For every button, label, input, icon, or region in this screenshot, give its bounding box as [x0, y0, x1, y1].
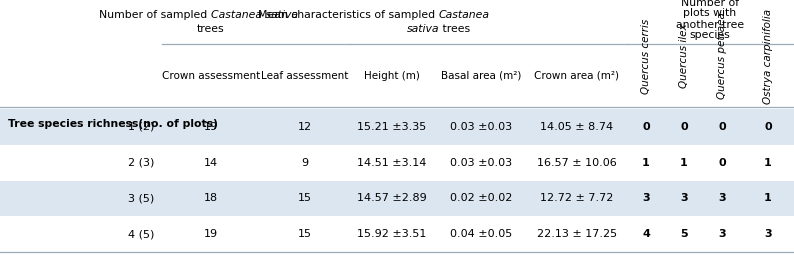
Text: 4: 4: [642, 229, 650, 239]
Text: 3 (5): 3 (5): [128, 193, 154, 203]
Text: Quercus cerris: Quercus cerris: [641, 18, 651, 94]
Text: 15.21 ±3.35: 15.21 ±3.35: [357, 122, 426, 132]
Bar: [0, 109, 794, 145]
Text: 0: 0: [719, 122, 726, 132]
Text: 14: 14: [204, 158, 218, 168]
Text: Height (m): Height (m): [364, 71, 420, 81]
Text: Quercus petraea: Quercus petraea: [717, 13, 727, 100]
Text: 12.72 ± 7.72: 12.72 ± 7.72: [540, 193, 614, 203]
Text: 2 (3): 2 (3): [128, 158, 154, 168]
Text: Ostrya carpinifolia: Ostrya carpinifolia: [763, 8, 773, 103]
Text: 1: 1: [680, 158, 688, 168]
Bar: [0, 145, 794, 181]
Text: 1 (2): 1 (2): [128, 122, 154, 132]
Text: trees: trees: [197, 24, 225, 34]
Text: Basal area (m²): Basal area (m²): [441, 71, 521, 81]
Text: 15.92 ±3.51: 15.92 ±3.51: [357, 229, 426, 239]
Text: 0: 0: [642, 122, 649, 132]
Text: trees: trees: [439, 24, 470, 34]
Text: another tree: another tree: [676, 19, 744, 30]
Text: 18: 18: [204, 193, 218, 203]
Text: Number of sampled: Number of sampled: [99, 10, 211, 20]
Text: 3: 3: [642, 193, 649, 203]
Text: Castanea sativa: Castanea sativa: [211, 10, 298, 20]
Bar: [0, 181, 794, 216]
Text: 5: 5: [680, 229, 688, 239]
Text: Mean characteristics of sampled: Mean characteristics of sampled: [258, 10, 439, 20]
Text: 3: 3: [680, 193, 688, 203]
Text: 0.02 ±0.02: 0.02 ±0.02: [450, 193, 512, 203]
Text: 14.05 ± 8.74: 14.05 ± 8.74: [541, 122, 614, 132]
Text: 4 (5): 4 (5): [128, 229, 154, 239]
Text: 1: 1: [642, 158, 649, 168]
Text: 14.57 ±2.89: 14.57 ±2.89: [357, 193, 427, 203]
Text: Crown area (m²): Crown area (m²): [534, 71, 619, 81]
Text: Quercus ilex: Quercus ilex: [679, 24, 689, 88]
Text: 0: 0: [764, 122, 772, 132]
Text: 15: 15: [298, 193, 312, 203]
Text: 0: 0: [680, 122, 688, 132]
Text: 3: 3: [719, 193, 726, 203]
Text: 12: 12: [298, 122, 312, 132]
Text: 3: 3: [764, 229, 772, 239]
Text: Number of: Number of: [681, 0, 739, 8]
Text: 14.51 ±3.14: 14.51 ±3.14: [357, 158, 426, 168]
Text: 0: 0: [719, 158, 726, 168]
Text: 9: 9: [302, 158, 309, 168]
Text: 3: 3: [719, 229, 726, 239]
Text: species: species: [690, 30, 730, 41]
Text: 15: 15: [298, 229, 312, 239]
Text: 0.04 ±0.05: 0.04 ±0.05: [450, 229, 512, 239]
Text: Crown assessment: Crown assessment: [162, 71, 260, 81]
Text: 1: 1: [764, 193, 772, 203]
Text: plots with: plots with: [684, 8, 737, 19]
Text: Tree species richness(no. of plots): Tree species richness(no. of plots): [8, 119, 218, 129]
Text: 16.57 ± 10.06: 16.57 ± 10.06: [537, 158, 617, 168]
Text: 0.03 ±0.03: 0.03 ±0.03: [450, 158, 512, 168]
Text: 19: 19: [204, 229, 218, 239]
Bar: [0, 216, 794, 252]
Text: Castanea: Castanea: [439, 10, 490, 20]
Text: 19: 19: [204, 122, 218, 132]
Text: sativa: sativa: [407, 24, 439, 34]
Text: 22.13 ± 17.25: 22.13 ± 17.25: [537, 229, 617, 239]
Text: 1: 1: [764, 158, 772, 168]
Text: Leaf assessment: Leaf assessment: [261, 71, 349, 81]
Text: 0.03 ±0.03: 0.03 ±0.03: [450, 122, 512, 132]
